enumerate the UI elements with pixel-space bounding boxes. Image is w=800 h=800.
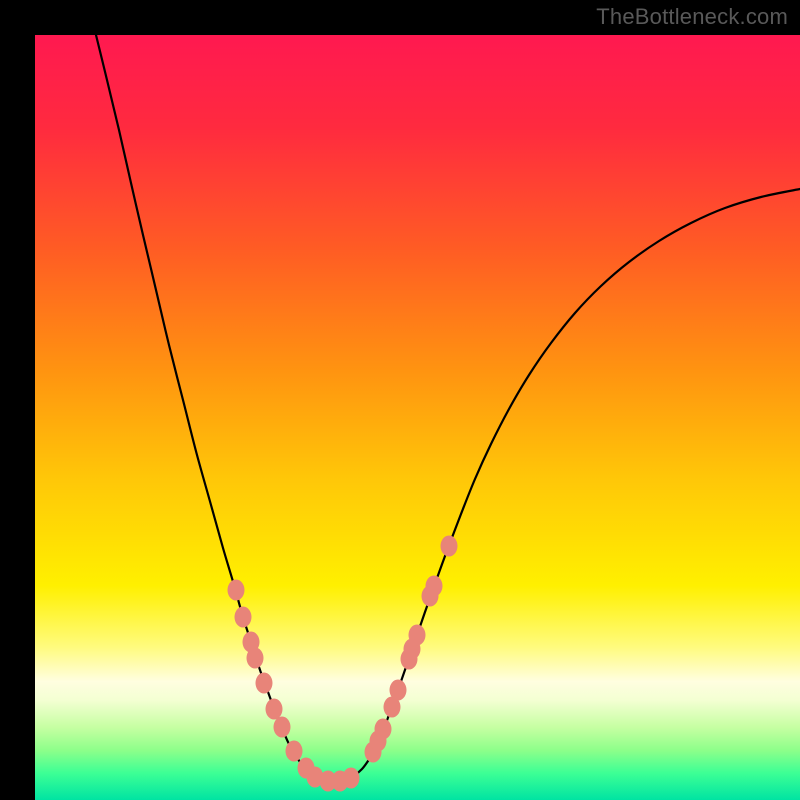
marker-point bbox=[375, 719, 392, 740]
chart-svg bbox=[35, 35, 800, 800]
marker-point bbox=[266, 699, 283, 720]
marker-point bbox=[228, 580, 245, 601]
gradient-background bbox=[35, 35, 800, 800]
marker-point bbox=[409, 625, 426, 646]
marker-point bbox=[286, 741, 303, 762]
marker-point bbox=[441, 536, 458, 557]
marker-point bbox=[247, 648, 264, 669]
marker-point bbox=[274, 717, 291, 738]
marker-point bbox=[235, 607, 252, 628]
marker-point bbox=[343, 768, 360, 789]
marker-point bbox=[256, 673, 273, 694]
marker-point bbox=[390, 680, 407, 701]
plot-area bbox=[35, 35, 800, 800]
watermark-text: TheBottleneck.com bbox=[596, 4, 788, 30]
marker-point bbox=[426, 576, 443, 597]
